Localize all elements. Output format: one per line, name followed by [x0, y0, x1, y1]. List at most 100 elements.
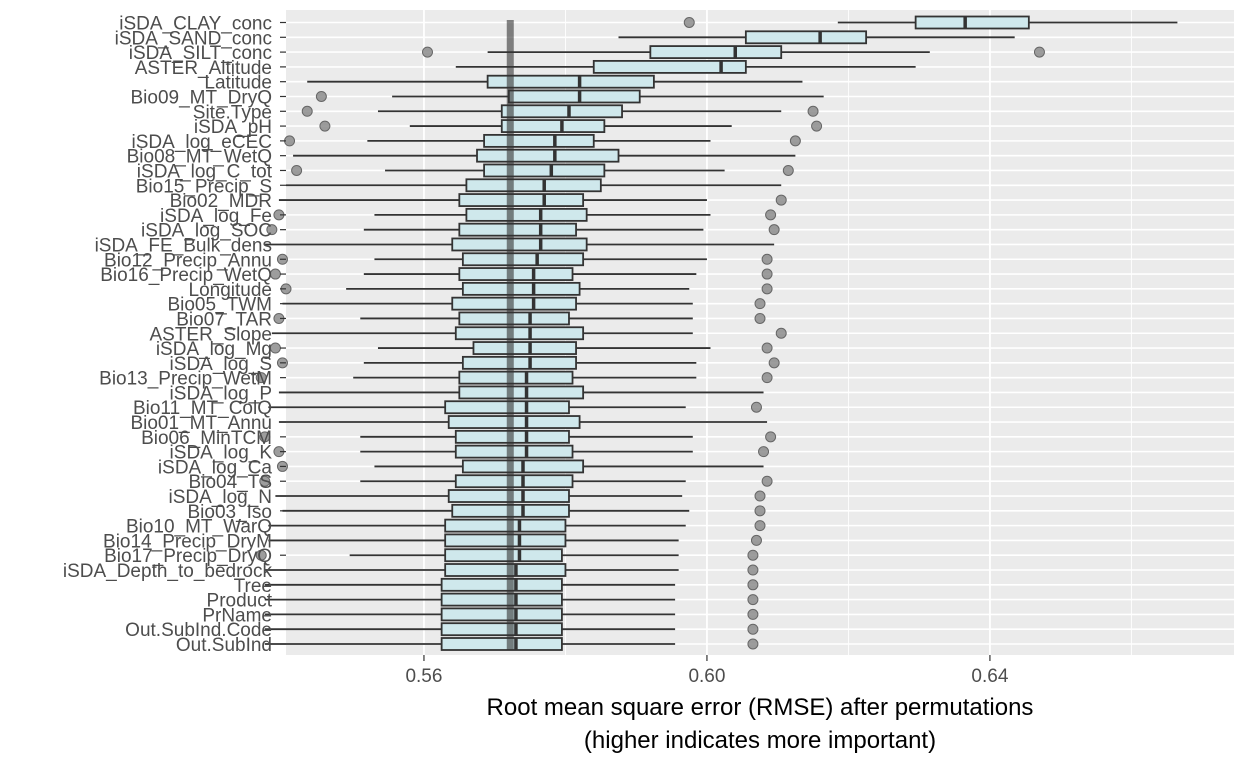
box-iSDA_log_SOC [266, 222, 780, 237]
y-label: iSDA_log_S [170, 354, 272, 375]
y-label: iSDA_SILT_conc [129, 43, 272, 64]
outlier-point [747, 594, 759, 606]
iqr-box [451, 237, 588, 252]
outlier-point [747, 549, 759, 561]
outlier-point [754, 312, 766, 324]
iqr-box [461, 252, 585, 267]
outlier-point [807, 105, 819, 117]
y-label: iSDA_FE_Bulk_dens [95, 235, 272, 256]
y-label: Bio05_TWM [167, 295, 272, 316]
box-Product [264, 592, 759, 607]
box-iSDA_log_S [276, 355, 780, 370]
outlier-point [754, 505, 766, 517]
box-Bio17_Precip_DryQ [255, 548, 759, 563]
iqr-box [454, 444, 574, 459]
iqr-box [458, 222, 577, 237]
box-ASTER_Altitude [455, 59, 916, 74]
y-label: iSDA_log_K [170, 443, 273, 464]
y-label: iSDA_log_SOC [141, 221, 272, 242]
iqr-box [440, 637, 563, 651]
outlier-point [754, 520, 766, 532]
box-iSDA_log_Fe [273, 207, 777, 222]
outlier-point [683, 17, 695, 28]
y-label: iSDA_log_N [169, 487, 273, 508]
iqr-box [483, 163, 606, 178]
box-iSDA_log_P [278, 385, 764, 400]
outlier-point [291, 164, 303, 176]
box-Bio05_TWM [282, 296, 766, 311]
y-label: iSDA_log_Ca [158, 457, 272, 478]
iqr-box [649, 45, 783, 59]
iqr-box [507, 89, 641, 104]
iqr-box [444, 533, 567, 548]
box-Bio10_MT_WarQ [268, 518, 766, 533]
iqr-box [486, 74, 655, 89]
outlier-point [255, 372, 267, 384]
box-iSDA_log_Ca [276, 459, 764, 474]
y-label: ASTER_Altitude [135, 58, 272, 79]
y-label: Bio14_Precip_DryM [103, 531, 272, 552]
iqr-box [465, 207, 588, 222]
box-Bio16_Precip_WetQ [269, 267, 773, 281]
y-label: Out.SubInd [176, 635, 272, 656]
x-tick-label: 0.56 [405, 666, 442, 687]
box-Bio02_MDR [278, 193, 787, 207]
outlier-point [782, 164, 794, 176]
y-label: Bio17_Precip_DryQ [104, 546, 272, 567]
outlier-point [775, 194, 787, 206]
x-tick-label: 0.60 [688, 666, 725, 687]
x-axis-title-line2: (higher indicates more important) [584, 727, 936, 754]
iqr-box [476, 148, 620, 163]
iqr-box [500, 104, 623, 119]
iqr-box [458, 267, 574, 281]
outlier-point [266, 224, 278, 236]
y-label: Bio06_MinTCM [141, 428, 272, 449]
y-label: Bio04_TS [189, 472, 272, 493]
y-label: PrName [202, 605, 272, 626]
outlier-point [761, 283, 773, 295]
y-label: iSDA_log_P [170, 383, 272, 404]
box-Bio04_TS [259, 474, 773, 489]
outlier-point [747, 623, 759, 635]
iqr-box [472, 341, 577, 355]
outlier-point [747, 608, 759, 620]
box-iSDA_Depth_to_bedrock [264, 563, 759, 577]
outlier-point [761, 475, 773, 487]
iqr-box [454, 474, 574, 489]
x-axis-title-line1: Root mean square error (RMSE) after perm… [487, 694, 1034, 721]
outlier-point [765, 209, 777, 221]
iqr-box [914, 15, 1030, 30]
box-iSDA_log_C_tot [291, 163, 794, 178]
y-label: Product [207, 591, 273, 612]
box-Site.Type [301, 104, 819, 119]
y-label: Bio16_Precip_WetQ [100, 265, 272, 286]
box-iSDA_pH [319, 119, 823, 133]
iqr-box [458, 370, 574, 385]
iqr-box [744, 30, 868, 45]
iqr-box [444, 548, 563, 563]
outlier-point [754, 298, 766, 310]
iqr-box [440, 577, 563, 592]
outlier-point [761, 372, 773, 384]
x-tick-label: 0.64 [971, 666, 1008, 687]
y-label: Bio11_MT_ColQ [133, 398, 272, 419]
iqr-box [444, 563, 567, 577]
iqr-box [447, 415, 581, 429]
y-label: Bio03_Iso [187, 502, 272, 523]
box-Bio14_Precip_DryM [268, 533, 762, 548]
y-label: Bio15_Precip_S [136, 176, 272, 197]
iqr-box [440, 592, 563, 607]
box-iSDA_CLAY_conc [683, 15, 1178, 30]
y-label: Bio12_Precip_Annu [104, 250, 272, 271]
y-label: Out.SubInd.Code [125, 620, 272, 641]
box-Bio07_TAR [273, 311, 766, 326]
iqr-box [440, 622, 563, 637]
iqr-box [454, 326, 585, 341]
y-label: Bio10_MT_WarQ [126, 517, 272, 538]
y-label: Bio02_MDR [170, 191, 272, 212]
box-iSDA_log_Mg [269, 341, 773, 355]
outlier-point [754, 490, 766, 502]
y-label: Longitude [189, 280, 272, 301]
y-label: iSDA_log_eCEC [132, 132, 272, 153]
outlier-point [747, 564, 759, 576]
